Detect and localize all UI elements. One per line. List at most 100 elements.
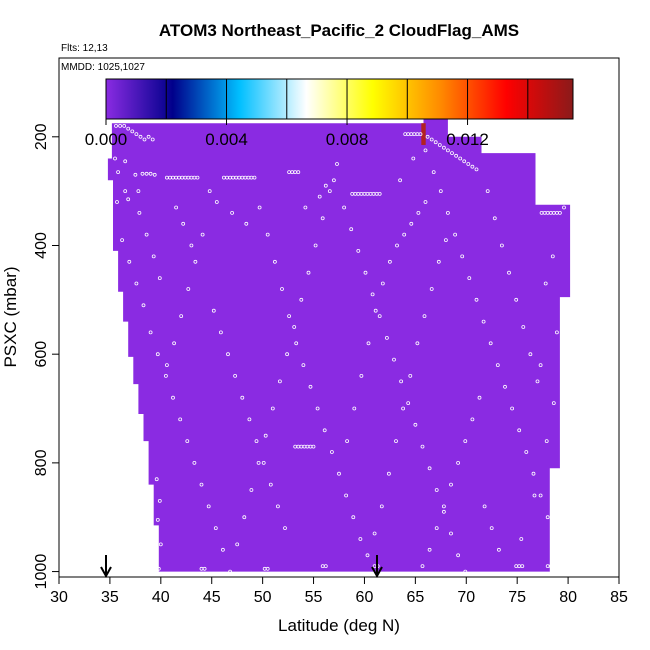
sample-point — [126, 197, 131, 202]
sample-point — [437, 143, 442, 147]
sample-point — [352, 406, 357, 411]
sample-point — [247, 417, 252, 422]
sample-point — [313, 243, 318, 248]
sample-point — [202, 566, 207, 571]
sample-point — [517, 428, 522, 433]
sample-point — [275, 504, 280, 509]
sample-point — [342, 205, 347, 210]
sample-point — [477, 395, 482, 400]
sample-point — [395, 243, 399, 248]
sample-point — [294, 341, 299, 346]
sample-point — [538, 363, 543, 368]
sample-point — [299, 297, 304, 302]
sample-point — [261, 460, 266, 465]
sample-point — [429, 137, 434, 142]
sample-point — [470, 164, 475, 169]
sample-point — [206, 504, 211, 509]
sample-point — [252, 175, 257, 180]
high-value-column — [421, 123, 426, 145]
sample-point — [283, 526, 287, 530]
sample-point — [531, 471, 536, 476]
sample-point — [470, 417, 475, 422]
sample-point — [306, 270, 311, 275]
sample-point — [514, 297, 519, 302]
sample-point — [456, 460, 461, 465]
sample-point — [345, 439, 350, 444]
sample-point — [456, 553, 461, 558]
x-tick-label: 65 — [406, 589, 424, 606]
sample-point — [156, 566, 161, 571]
dates-info: MMDD: 1025,1027 — [61, 62, 145, 73]
sample-point — [532, 493, 537, 498]
sample-point — [356, 248, 361, 253]
sample-point — [127, 259, 132, 264]
sample-point — [544, 439, 549, 444]
sample-point — [548, 564, 553, 568]
sample-point — [148, 330, 153, 335]
sample-point — [550, 254, 555, 259]
sample-point — [114, 124, 118, 128]
sample-point — [118, 124, 122, 128]
sample-point — [434, 526, 439, 530]
sample-point — [186, 287, 191, 291]
y-axis: 200 400 600 800 1000 — [33, 123, 59, 589]
sample-point — [193, 259, 198, 264]
sample-point — [562, 205, 566, 210]
sample-point — [277, 379, 282, 384]
sample-point — [349, 227, 354, 232]
sample-point — [136, 189, 141, 194]
chart-title: ATOM3 Northeast_Pacific_2 CloudFlag_AMS — [159, 21, 519, 40]
sample-point — [445, 148, 450, 153]
colorbar-tick-label: 0.012 — [446, 130, 489, 149]
sample-point — [144, 232, 149, 237]
y-tick-label: 400 — [33, 232, 50, 259]
sample-point — [158, 542, 163, 547]
sample-point — [394, 439, 398, 444]
sample-point — [270, 406, 275, 411]
sample-point — [157, 276, 162, 281]
sample-point — [134, 132, 139, 137]
sample-point — [415, 341, 420, 346]
sample-point — [474, 297, 479, 302]
sample-point — [192, 460, 197, 465]
sample-point — [207, 189, 212, 194]
sample-point — [399, 379, 404, 384]
sample-point — [460, 254, 465, 259]
x-tick-label: 75 — [508, 589, 526, 606]
sample-point — [372, 531, 377, 536]
x-tick-label: 30 — [50, 589, 68, 606]
sample-point — [420, 444, 425, 449]
sample-point — [436, 259, 441, 264]
sample-point — [433, 140, 438, 145]
sample-point — [244, 221, 249, 226]
sample-point — [320, 216, 325, 221]
x-tick-label: 45 — [203, 589, 221, 606]
sample-point — [133, 172, 138, 177]
y-tick-label: 800 — [33, 449, 50, 476]
sample-point — [120, 238, 124, 243]
flight-marker-arrow-1 — [100, 555, 112, 579]
sample-point — [327, 189, 332, 194]
sample-point — [441, 509, 446, 514]
sample-point — [181, 221, 186, 226]
sample-point — [308, 384, 313, 389]
sample-point — [495, 363, 500, 368]
sample-point — [543, 281, 548, 286]
sample-point — [453, 232, 458, 237]
sample-point — [296, 170, 301, 175]
sample-point — [174, 205, 179, 210]
sample-point — [122, 124, 127, 128]
sample-point — [431, 170, 436, 175]
sample-point — [249, 488, 254, 492]
sample-point — [545, 515, 550, 520]
sample-point — [463, 439, 468, 444]
colorbar-tick-label: 0.000 — [85, 130, 128, 149]
sample-point — [171, 395, 175, 400]
sample-point — [214, 200, 219, 204]
sample-point — [263, 433, 268, 438]
x-tick-label: 35 — [101, 589, 119, 606]
sample-point — [387, 259, 392, 264]
sample-point — [235, 542, 240, 547]
sample-point — [140, 171, 145, 176]
